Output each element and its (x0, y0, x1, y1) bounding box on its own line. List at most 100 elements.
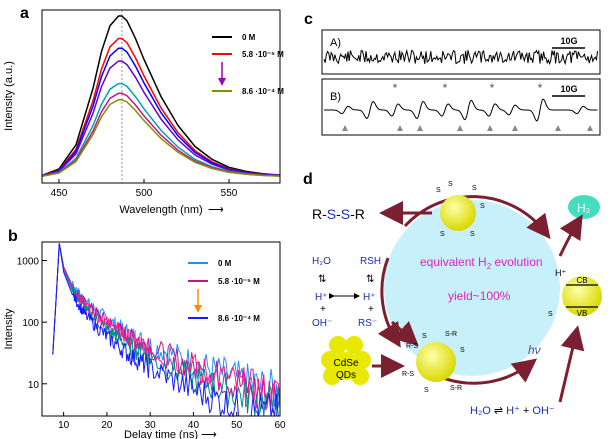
qd-ligated-ligand-3: S-R (445, 331, 457, 338)
legend-b-arrowhead (194, 305, 202, 313)
panel-b-xtick-label-20: 20 (101, 420, 113, 431)
qd-ligated: R-S S S-R S R-S S S-R (402, 331, 465, 394)
epr-triangle-marker-8 (587, 125, 593, 131)
legend-a-entry-1: 0 M (242, 33, 256, 42)
cb-label: CB (576, 276, 587, 285)
epr-trace-b-frame (321, 78, 601, 136)
eq-right-plus: + (368, 304, 374, 315)
legend-a-entry-3: 8.6 ·10⁻⁴ M (242, 87, 284, 96)
qd-top-ligand-3: S (472, 185, 477, 192)
qd-band: CB VB H⁺ S (548, 268, 602, 318)
cycle-arrow-left (377, 257, 401, 348)
epr-trace-a-line (323, 48, 599, 66)
legend-b-entry-1: 0 M (218, 259, 232, 268)
panel-c-chart: c A) 10G B) 10G * * * * (304, 11, 601, 136)
decay-series-5 (52, 243, 280, 418)
spectrum-series-1 (41, 15, 281, 177)
hv-label: hν (528, 343, 541, 357)
panel-a-xlabel-arrow: ⟶ (208, 204, 224, 216)
panel-a-xtick-label-500: 500 (136, 188, 153, 199)
epr-triangle-marker-5 (487, 125, 493, 131)
qd-ligated-ligand-1: R-S (406, 343, 418, 350)
h2-arrow (558, 214, 583, 257)
eq-right-arrows: ⇅ (366, 274, 374, 285)
qd-label-1: CdSe (333, 358, 358, 369)
panel-b-xtick-label-10: 10 (58, 420, 70, 431)
qd-band-ligand: S (548, 311, 553, 318)
epr-trace-a-scale-label: 10G (560, 36, 577, 46)
vb-label: VB (577, 309, 588, 318)
panel-b-frame (41, 241, 281, 417)
decay-series-3 (52, 243, 281, 413)
panel-b-label: b (8, 228, 18, 245)
epr-trace-b-scale-label: 10G (560, 84, 577, 94)
qd-top-ligand-4: S (480, 203, 485, 210)
panel-a-chart: a 450 500 550 Wavelength (nm) ⟶ Intensity … (3, 5, 284, 216)
water-to-qd-arrow (558, 325, 585, 403)
epr-star-marker-4: * (538, 81, 543, 95)
disulfide-label: R-S-S-R (312, 206, 365, 222)
qd-top: S S S S S S (436, 181, 485, 238)
epr-triangle-marker-2 (397, 125, 403, 131)
epr-star-marker-2: * (443, 81, 448, 95)
epr-triangle-marker-6 (512, 125, 518, 131)
water-split-label: H₂O ⇌ H⁺ + OH⁻ (470, 405, 555, 417)
qd-ligated-ligand-5: R-S (402, 371, 414, 378)
spectrum-series-7 (41, 98, 281, 177)
cycle-disc (384, 200, 560, 376)
panel-b-ylabel: Intensity (3, 308, 15, 349)
acid-base-equilibria: H₂O ⇅ H⁺ + OH⁻ RSH ⇅ H⁺ + RS⁻ (312, 256, 381, 329)
panel-b-xtick-label-40: 40 (188, 420, 200, 431)
h2-bubble (568, 195, 600, 219)
cycle-text-line2: yield~100% (448, 289, 511, 303)
qd-ligated-ligand-2: S (422, 333, 427, 340)
epr-trace-a-label: A) (330, 37, 341, 49)
qd-top-ligand-6: S (470, 231, 475, 238)
eq-left-top: H₂O (312, 256, 331, 267)
rs-to-qd-arrow (390, 320, 419, 347)
epr-star-marker-3: * (490, 81, 495, 95)
eq-right-top: RSH (360, 256, 381, 267)
panel-b-ytick-label-10: 10 (28, 380, 40, 391)
epr-star-marker-1: * (393, 81, 398, 95)
panel-c-label: c (304, 11, 313, 28)
epr-trace-b-line (324, 98, 598, 122)
eq-left-bottom: OH⁻ (312, 318, 332, 329)
eq-right-mid: H⁺ (363, 292, 376, 303)
h-plus-band-label: H⁺ (555, 268, 566, 278)
epr-triangle-marker-4 (457, 125, 463, 131)
epr-triangle-marker-3 (417, 125, 423, 131)
panel-b-xlabel-arrow: ⟶ (201, 429, 217, 439)
qd-top-ligand-2: S (448, 181, 453, 188)
panel-a-frame (41, 9, 281, 184)
cdse-qd-cluster: CdSe QDs (321, 336, 371, 385)
cycle-text-line1: equivalent H2 evolution (420, 255, 543, 271)
panel-b-ytick-label-100: 100 (22, 318, 39, 329)
panel-b-xtick-label-60: 60 (274, 420, 286, 431)
panel-a-ylabel: Intensity (a.u.) (3, 61, 15, 131)
legend-a-entry-2: 5.8 ·10⁻⁵ M (242, 50, 284, 59)
decay-series-4 (52, 243, 281, 417)
legend-b-entry-2: 5.8 ·10⁻⁵ M (218, 277, 260, 286)
panel-b-ytick-label-1000: 1000 (17, 257, 40, 268)
spectrum-series-4 (41, 60, 281, 177)
epr-triangle-marker-1 (342, 125, 348, 131)
eq-left-arrows: ⇅ (318, 274, 326, 285)
legend-a-arrowhead (218, 78, 226, 86)
panel-a-xtick-label-450: 450 (51, 188, 68, 199)
panel-d-label: d (303, 171, 313, 188)
legend-b-entry-3: 8.6 ·10⁻⁴ M (218, 314, 260, 323)
epr-trace-b-label: B) (330, 91, 341, 103)
eq-right-bottom: RS⁻ (358, 318, 377, 329)
panel-a-label: a (20, 5, 29, 22)
qd-ligated-ligand-7: S-R (450, 385, 462, 392)
eq-left-plus: + (320, 304, 326, 315)
panel-a-xtick-label-550: 550 (221, 188, 238, 199)
epr-triangle-marker-7 (555, 125, 561, 131)
qd-top-ligand-1: S (436, 187, 441, 194)
panel-a-xlabel: Wavelength (nm) (119, 204, 202, 216)
qd-ligated-ligand-4: S (460, 347, 465, 354)
panel-b-xtick-label-50: 50 (231, 420, 243, 431)
